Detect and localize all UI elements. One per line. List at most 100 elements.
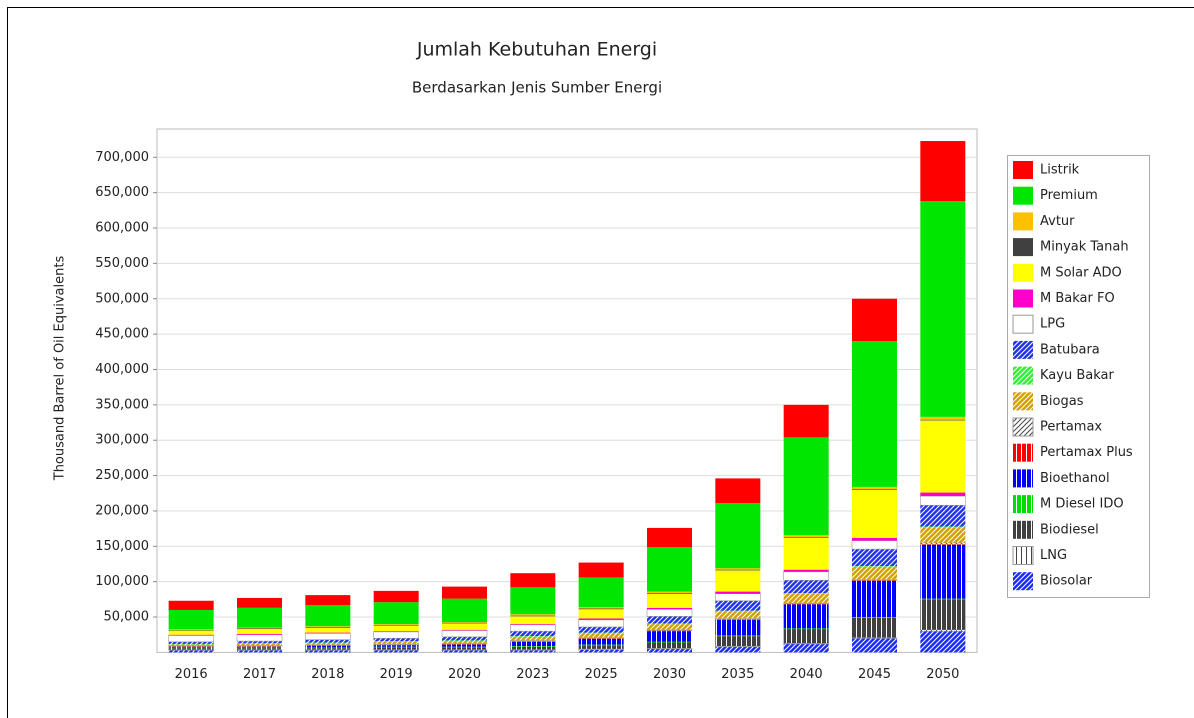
bar-segment — [237, 650, 282, 653]
bar-segment — [442, 640, 487, 642]
bar-segment — [578, 577, 624, 608]
bar-segment — [647, 616, 692, 624]
bar-segment — [578, 649, 624, 653]
y-tick-label: 100,000 — [95, 574, 149, 589]
bar-segment — [783, 603, 829, 605]
bar-segment — [441, 630, 488, 638]
legend-label: M Diesel IDO — [1040, 497, 1124, 512]
bar-segment — [852, 489, 897, 538]
bar-segment — [715, 619, 761, 620]
bar-segment — [442, 641, 487, 644]
bar-segment — [305, 633, 351, 640]
bar-segment — [168, 650, 214, 653]
y-tick-label: 450,000 — [95, 327, 149, 342]
bar-segment — [373, 641, 419, 644]
bar-segment — [715, 619, 761, 636]
bar-segment — [168, 600, 214, 610]
bar-segment — [237, 643, 282, 646]
bar-segment — [852, 537, 897, 541]
bar-segment — [305, 605, 351, 627]
y-tick-label: 50,000 — [104, 610, 150, 625]
bar-segment — [715, 570, 761, 592]
y-tick-label: 700,000 — [95, 150, 149, 165]
bar-segment — [852, 341, 897, 487]
bar-segment — [510, 641, 556, 647]
bar-segment — [305, 627, 351, 633]
bar-segment — [715, 611, 761, 619]
bar-segment — [578, 638, 624, 645]
plot-area — [156, 128, 978, 653]
bar-segment — [647, 648, 692, 653]
bar-segment — [783, 534, 829, 538]
bar-segment — [442, 598, 487, 622]
bar-segment — [168, 609, 214, 630]
bar-segment — [715, 610, 761, 612]
y-axis-label: Thousand Barrel of Oil Equivalents — [53, 256, 68, 482]
y-tick-label: 500,000 — [95, 291, 149, 306]
bar-segment — [373, 644, 419, 646]
bar-segment — [783, 571, 829, 581]
bar-segment — [168, 646, 214, 648]
bar-segment — [305, 646, 351, 648]
bar-segment — [715, 646, 761, 653]
bar-segment — [920, 544, 966, 545]
bar-segment — [920, 416, 966, 420]
bar-segment — [715, 635, 761, 637]
bar-segment — [647, 641, 692, 643]
bar-segment — [715, 568, 761, 570]
y-tick-label: 650,000 — [95, 185, 149, 200]
bar-segment — [715, 591, 761, 594]
bar-segment — [510, 636, 556, 641]
bar-segment — [578, 618, 624, 620]
bar-segment — [510, 615, 556, 617]
bar-segment — [442, 623, 487, 630]
bar-segment — [373, 647, 419, 650]
legend-swatch — [1013, 263, 1033, 282]
legend-label: Biogas — [1040, 394, 1084, 409]
bar-segment — [851, 579, 898, 581]
bar-segment — [783, 604, 829, 629]
bar-segment — [647, 642, 692, 649]
bar-segment — [578, 607, 624, 609]
x-tick-label: 2045 — [858, 667, 891, 682]
bar-segment — [510, 624, 556, 625]
bar-segment — [373, 624, 419, 625]
bar-segment — [851, 637, 898, 639]
bar-segment — [647, 593, 692, 608]
bar-segment — [510, 587, 556, 615]
bar-segment — [510, 631, 556, 637]
bar-segment — [783, 437, 829, 535]
bar-segment — [578, 632, 624, 634]
x-tick-label: 2018 — [311, 667, 344, 682]
y-tick-label: 350,000 — [95, 397, 149, 412]
bar-segment — [305, 626, 351, 627]
bar-segment — [168, 629, 214, 631]
legend-swatch — [1013, 212, 1033, 231]
bar-segment — [715, 593, 761, 602]
legend-label: Pertamax Plus — [1040, 445, 1133, 460]
bar-segment — [168, 647, 214, 649]
legend-swatch — [1013, 520, 1033, 539]
bar-segment — [237, 607, 282, 628]
bar-segment — [442, 629, 487, 631]
bar-segment — [646, 608, 693, 617]
bar-segment — [442, 650, 487, 653]
bar-segment — [168, 635, 214, 643]
bar-segment — [852, 298, 897, 342]
bar-segment — [578, 645, 624, 649]
bar-segment — [373, 602, 419, 625]
x-tick-label: 2023 — [516, 667, 549, 682]
bar-segment — [852, 580, 897, 581]
bar-segment — [715, 569, 761, 571]
bar-segment — [715, 600, 761, 611]
bar-segment — [441, 642, 488, 645]
bar-segment — [647, 623, 692, 625]
bar-segment — [442, 621, 487, 623]
legend-swatch — [1012, 314, 1034, 334]
legend-label: Biosolar — [1040, 574, 1093, 589]
bar-segment — [510, 636, 556, 637]
y-tick-label: 200,000 — [95, 503, 149, 518]
bar-segment — [578, 608, 624, 610]
bar-segment — [305, 648, 351, 650]
